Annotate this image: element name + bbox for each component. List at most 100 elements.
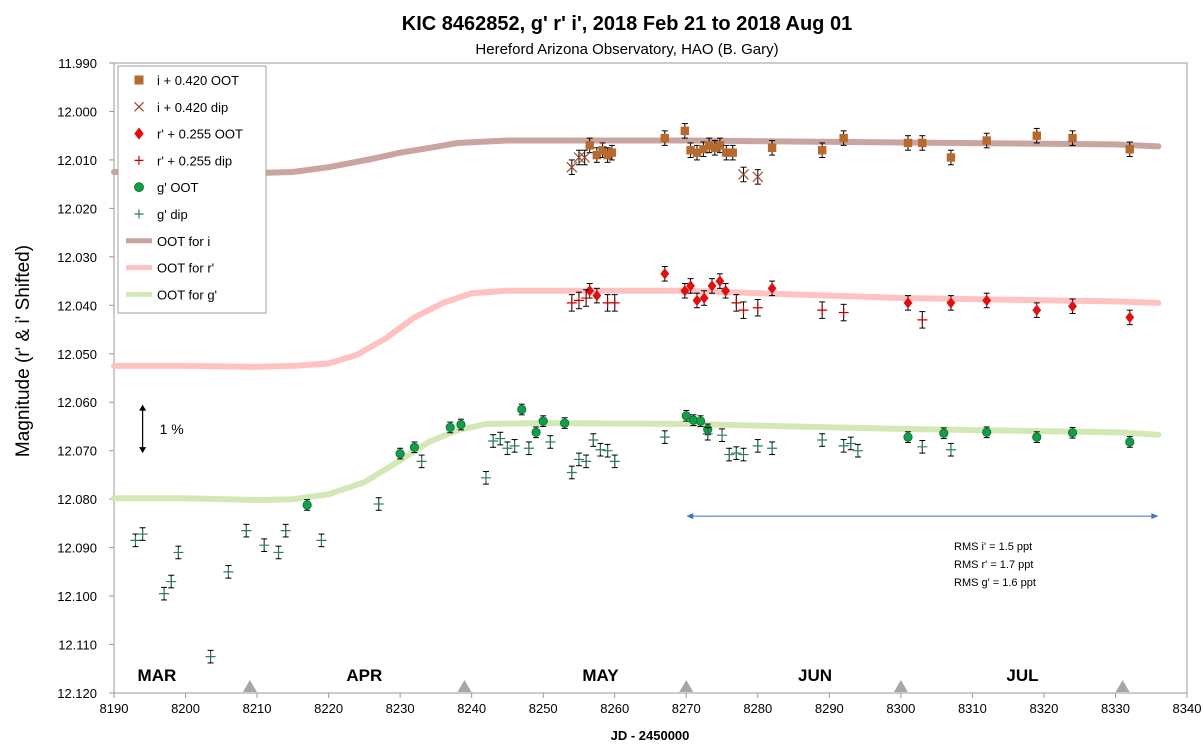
month-markers bbox=[242, 680, 1130, 692]
legend-entry: r' + 0.255 dip bbox=[134, 153, 232, 168]
x-tick-label: 8240 bbox=[457, 701, 486, 716]
data-point bbox=[1125, 437, 1135, 447]
x-tick-label: 8290 bbox=[815, 701, 844, 716]
data-point bbox=[609, 456, 620, 467]
data-point bbox=[686, 146, 695, 155]
y-tick-label: 12.030 bbox=[57, 250, 97, 265]
x-tick-label: 8270 bbox=[672, 701, 701, 716]
data-point bbox=[702, 428, 713, 439]
legend-entry: OOT for i bbox=[126, 234, 210, 249]
y-tick-label: 12.020 bbox=[57, 201, 97, 216]
data-point bbox=[660, 133, 670, 143]
data-point bbox=[722, 148, 731, 157]
legend-label: i + 0.420 dip bbox=[157, 100, 228, 115]
data-point bbox=[1068, 133, 1077, 143]
data-point bbox=[738, 305, 749, 316]
data-point bbox=[917, 441, 928, 452]
data-point bbox=[538, 416, 548, 426]
month-label: JUL bbox=[1006, 666, 1038, 685]
data-point bbox=[721, 285, 731, 297]
data-point bbox=[946, 297, 956, 309]
x-tick-label: 8330 bbox=[1101, 701, 1130, 716]
x-tick-label: 8310 bbox=[958, 701, 987, 716]
legend-label: g' dip bbox=[157, 207, 188, 222]
range-arrow-head-left bbox=[686, 513, 694, 520]
data-point bbox=[946, 153, 956, 162]
legend-label: r' + 0.255 dip bbox=[157, 153, 232, 168]
x-tick-label: 8260 bbox=[600, 701, 629, 716]
data-point bbox=[695, 416, 706, 426]
data-point bbox=[704, 141, 714, 150]
y-tick-label: 12.070 bbox=[57, 444, 97, 459]
data-point bbox=[502, 443, 513, 454]
chart-title: KIC 8462852, g' r' i', 2018 Feb 21 to 20… bbox=[402, 13, 852, 35]
y-axis-ticks: 11.990 12.000 12.010 12.020 12.030 12.040 12.0… bbox=[57, 56, 114, 701]
x-tick-label: 8190 bbox=[100, 701, 129, 716]
data-point bbox=[710, 143, 720, 153]
chart-subtitle: Hereford Arizona Observatory, HAO (B. Ga… bbox=[475, 41, 778, 58]
data-point bbox=[523, 443, 534, 454]
data-point bbox=[409, 442, 420, 452]
data-point bbox=[134, 155, 144, 165]
data-point bbox=[134, 182, 144, 193]
data-point bbox=[509, 440, 520, 451]
data-point bbox=[817, 305, 828, 316]
data-point bbox=[456, 419, 466, 430]
series-diamond bbox=[585, 266, 1135, 326]
data-point bbox=[395, 448, 405, 459]
legend-label: OOT for g' bbox=[157, 287, 217, 302]
data-point bbox=[939, 428, 949, 438]
data-point bbox=[598, 146, 607, 155]
data-point bbox=[134, 101, 144, 112]
data-point bbox=[681, 411, 691, 421]
month-label: JUN bbox=[798, 666, 832, 685]
x-tick-label: 8250 bbox=[529, 701, 558, 716]
data-point bbox=[130, 535, 141, 546]
data-point bbox=[752, 302, 763, 313]
data-point bbox=[592, 150, 602, 160]
data-point bbox=[566, 297, 577, 308]
data-point bbox=[852, 445, 863, 456]
month-marker bbox=[242, 680, 257, 692]
y-tick-label: 12.010 bbox=[57, 153, 97, 168]
y-tick-label: 12.040 bbox=[57, 298, 97, 313]
series-line bbox=[111, 420, 1162, 504]
month-labels: MAR APR MAY JUN JUL bbox=[138, 666, 1039, 685]
y-tick-label: 11.990 bbox=[58, 56, 97, 71]
range-arrow-head-right bbox=[1151, 513, 1159, 520]
data-point bbox=[838, 440, 849, 451]
data-point bbox=[659, 432, 670, 443]
data-point bbox=[699, 292, 709, 304]
data-point bbox=[585, 285, 595, 297]
legend-entry: r' + 0.255 OOT bbox=[134, 127, 243, 142]
data-point bbox=[717, 430, 728, 441]
y-tick-label: 12.080 bbox=[57, 492, 97, 507]
data-point bbox=[273, 547, 284, 558]
data-point bbox=[903, 297, 913, 309]
data-point bbox=[517, 404, 527, 415]
data-point bbox=[838, 307, 849, 318]
data-point bbox=[445, 422, 455, 433]
data-point bbox=[495, 433, 506, 444]
data-point bbox=[579, 152, 591, 163]
data-point bbox=[566, 161, 578, 173]
x-tick-label: 8220 bbox=[314, 701, 343, 716]
rms-g-text: RMS g' = 1.6 ppt bbox=[954, 577, 1036, 589]
legend-label: r' + 0.255 OOT bbox=[157, 127, 243, 142]
data-point bbox=[173, 547, 184, 558]
data-point bbox=[241, 525, 252, 536]
data-point bbox=[715, 275, 725, 287]
legend-label: OOT for r' bbox=[157, 261, 214, 276]
legend-entry: i + 0.420 OOT bbox=[134, 73, 239, 88]
data-point bbox=[573, 454, 584, 465]
data-point bbox=[982, 136, 991, 145]
x-tick-label: 8300 bbox=[886, 701, 915, 716]
month-marker bbox=[893, 680, 908, 692]
y-tick-label: 12.120 bbox=[57, 686, 97, 701]
x-tick-label: 8210 bbox=[243, 701, 272, 716]
rms-i-text: RMS i' = 1.5 ppt bbox=[954, 541, 1032, 553]
data-point bbox=[680, 285, 690, 297]
data-point bbox=[839, 133, 848, 143]
data-point bbox=[259, 540, 270, 551]
x-tick-label: 8230 bbox=[386, 701, 415, 716]
